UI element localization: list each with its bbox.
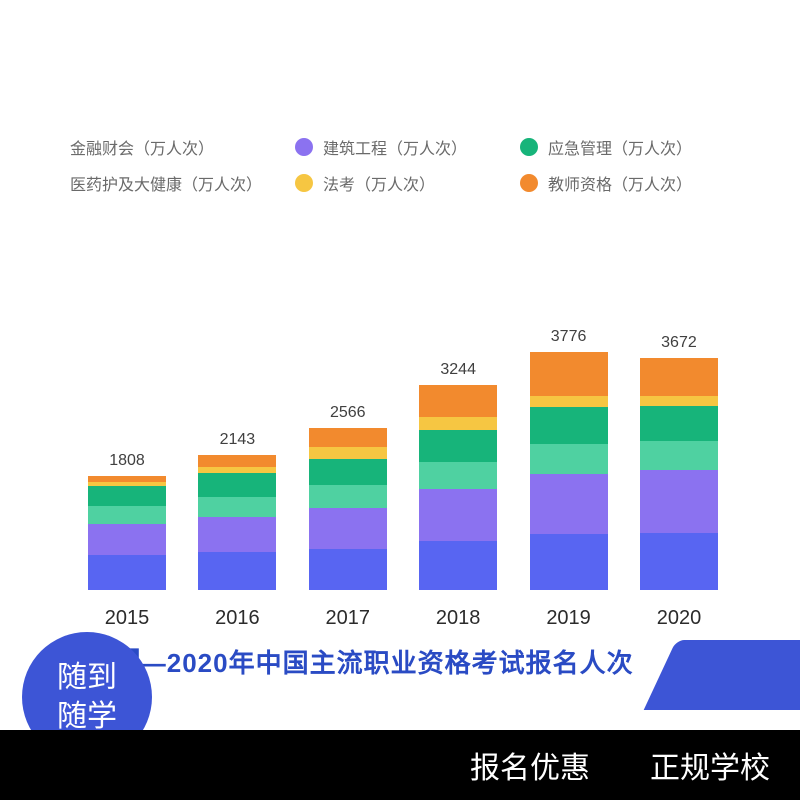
bar-segment-teacher [640,358,718,396]
bar-total-label: 3672 [661,334,697,352]
bar-total-label: 3776 [551,328,587,346]
bar-segment-emergency [640,406,718,441]
bar-segment-finance [198,552,276,590]
bar-segment-teacher [309,428,387,447]
bar-segment-teacher [198,455,276,468]
legend-swatch [295,138,313,156]
bar-stack [88,476,166,590]
stacked-bar-chart: 180821432566324437763672 201520162017201… [88,290,718,590]
bar-group: 3776 [530,328,608,590]
bar-segment-teacher [419,385,497,417]
legend-row: 医药护及大健康（万人次） 法考（万人次） 教师资格（万人次） [70,171,750,195]
x-tick: 2015 [88,607,166,630]
bar-stack [530,352,608,590]
bar-segment-construction [88,524,166,556]
bar-group: 2566 [309,404,387,590]
legend-label: 金融财会（万人次） [70,135,214,159]
legend-item: 金融财会（万人次） [70,135,295,159]
page-root: 金融财会（万人次） 建筑工程（万人次） 应急管理（万人次） 医药护及大健康（万人次） 法… [0,0,800,800]
bar-segment-emergency [198,473,276,497]
bar-group: 2143 [198,431,276,590]
bar-stack [640,358,718,590]
bar-segment-emergency [88,486,166,506]
bar-segment-medical [88,506,166,524]
legend-row: 金融财会（万人次） 建筑工程（万人次） 应急管理（万人次） [70,135,750,159]
legend-item: 法考（万人次） [295,171,520,195]
legend-item: 应急管理（万人次） [520,135,745,159]
bar-group: 3672 [640,334,718,590]
legend-label: 教师资格（万人次） [548,171,692,195]
chart-title: 20██—2020年中国主流职业资格考试报名人次 [70,643,634,680]
bar-segment-construction [309,508,387,549]
bar-segment-emergency [419,430,497,463]
legend-label: 应急管理（万人次） [548,135,692,159]
bar-total-label: 1808 [109,452,145,470]
bar-segment-law [640,396,718,406]
footer-bar: 报名优惠 正规学校 [0,730,800,800]
bar-total-label: 2566 [330,404,366,422]
bar-group: 3244 [419,361,497,590]
x-tick: 2017 [309,607,387,630]
x-axis: 2015 2016 2017 2018 2019 2020 [88,607,718,630]
bar-segment-medical [198,497,276,517]
bar-segment-teacher [530,352,608,396]
bar-segment-emergency [309,459,387,486]
bar-segment-construction [640,470,718,533]
bar-segment-law [419,417,497,430]
bar-segment-construction [198,517,276,552]
bar-segment-medical [419,462,497,489]
footer-item: 报名优惠 [470,743,590,787]
legend-swatch [520,174,538,192]
badge-line1: 随到 [57,658,117,697]
bar-segment-construction [419,489,497,541]
bar-total-label: 2143 [220,431,256,449]
legend-label: 医药护及大健康（万人次） [70,171,262,195]
bar-stack [198,455,276,590]
legend-item: 教师资格（万人次） [520,171,745,195]
x-tick: 2016 [198,607,276,630]
corner-accent [644,640,800,710]
bar-segment-medical [640,441,718,470]
legend-label: 法考（万人次） [323,171,435,195]
legend-label: 建筑工程（万人次） [323,135,467,159]
bar-group: 1808 [88,452,166,590]
bar-segment-medical [530,444,608,474]
bar-segment-construction [530,474,608,534]
bar-segment-medical [309,485,387,508]
bar-segment-finance [640,533,718,590]
x-tick: 2020 [640,607,718,630]
bars-container: 1808 2143 2566 3244 3776 3672 [88,330,718,590]
legend: 金融财会（万人次） 建筑工程（万人次） 应急管理（万人次） 医药护及大健康（万人次） 法… [70,135,750,207]
footer-item: 正规学校 [650,743,770,787]
bar-segment-law [309,447,387,459]
legend-swatch [295,174,313,192]
bar-segment-finance [88,555,166,590]
bar-segment-law [530,396,608,408]
legend-swatch [520,138,538,156]
x-tick: 2019 [530,607,608,630]
bar-segment-finance [309,549,387,590]
legend-item: 建筑工程（万人次） [295,135,520,159]
bar-total-label: 3244 [440,361,476,379]
bar-stack [309,428,387,590]
bar-segment-finance [530,534,608,590]
x-tick: 2018 [419,607,497,630]
bar-segment-finance [419,541,497,590]
bar-segment-emergency [530,407,608,444]
legend-item: 医药护及大健康（万人次） [70,171,295,195]
bar-stack [419,385,497,590]
